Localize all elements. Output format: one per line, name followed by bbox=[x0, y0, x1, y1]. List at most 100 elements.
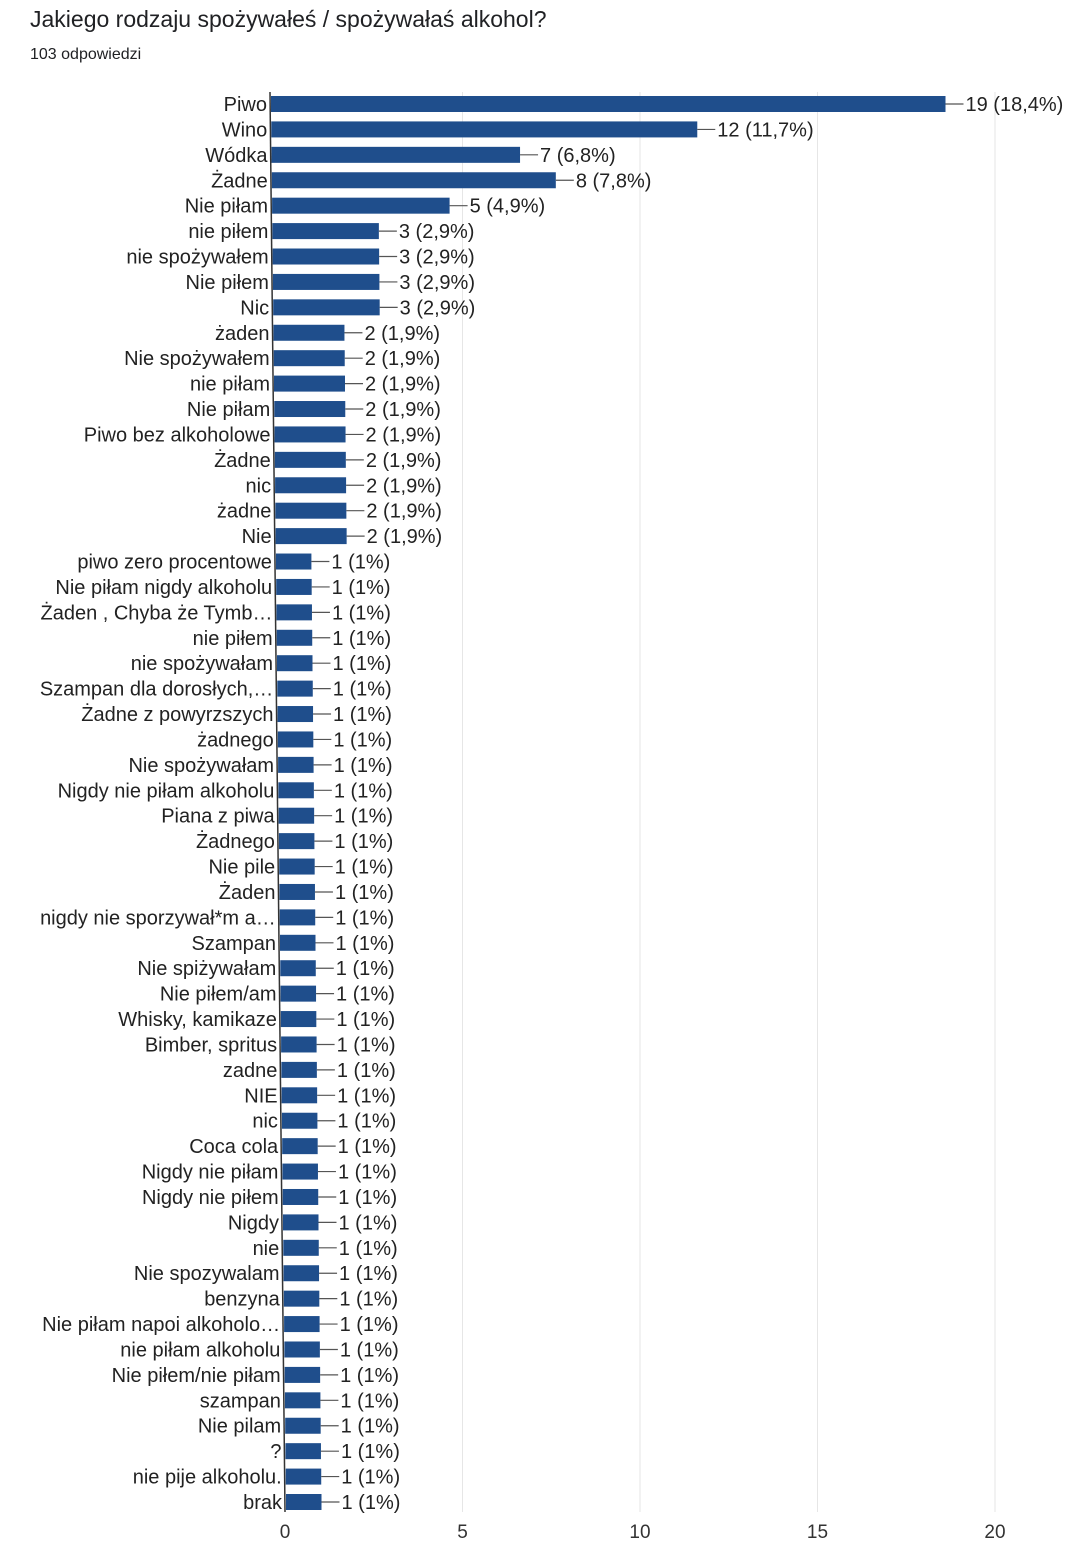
value-label: 1 (1%) bbox=[334, 806, 393, 828]
value-label: 1 (1%) bbox=[333, 653, 392, 675]
value-label: 1 (1%) bbox=[339, 1212, 398, 1234]
bar bbox=[271, 121, 698, 138]
bar bbox=[284, 1392, 321, 1409]
category-label: benzyna bbox=[204, 1289, 280, 1311]
category-label: Bimber, spritus bbox=[145, 1034, 277, 1056]
category-label: Nie spożywałem bbox=[124, 348, 270, 370]
value-label: 2 (1,9%) bbox=[364, 323, 440, 345]
x-tick-label: 15 bbox=[807, 1522, 828, 1543]
category-label: Żaden , Chyba że Tymb… bbox=[40, 601, 272, 624]
bar bbox=[281, 1036, 317, 1053]
bar bbox=[271, 146, 521, 163]
value-label: 1 (1%) bbox=[332, 577, 391, 599]
category-label: Piwo bez alkoholowe bbox=[84, 424, 271, 446]
value-label: 1 (1%) bbox=[335, 907, 394, 929]
value-label: 1 (1%) bbox=[333, 704, 392, 726]
category-label: brak bbox=[243, 1492, 283, 1514]
category-label: Nigdy nie piłem bbox=[142, 1187, 279, 1209]
bar bbox=[282, 1163, 318, 1180]
value-label: 1 (1%) bbox=[333, 679, 392, 701]
category-label: Żadnego bbox=[196, 830, 275, 853]
bar bbox=[273, 350, 345, 367]
category-label: Nie piłem/nie piłam bbox=[112, 1365, 281, 1387]
value-label: 19 (18,4%) bbox=[966, 94, 1064, 116]
bar bbox=[283, 1214, 319, 1231]
category-label: nic bbox=[252, 1111, 278, 1133]
category-label: Szampan bbox=[192, 933, 277, 955]
value-label: 1 (1%) bbox=[336, 958, 395, 980]
category-label: szampan bbox=[200, 1390, 281, 1412]
bar bbox=[274, 426, 346, 443]
value-label: 2 (1,9%) bbox=[366, 424, 442, 446]
bar bbox=[272, 248, 380, 265]
category-label: Nie spożywałam bbox=[128, 755, 274, 777]
bar bbox=[274, 401, 346, 418]
bar bbox=[281, 1061, 317, 1078]
category-label: Żaden bbox=[219, 881, 276, 904]
y-axis-line bbox=[269, 91, 286, 1513]
value-label: 2 (1,9%) bbox=[367, 526, 443, 548]
value-label: 1 (1%) bbox=[337, 1085, 396, 1107]
category-label: Whisky, kamikaze bbox=[118, 1009, 277, 1031]
value-label: 2 (1,9%) bbox=[366, 450, 442, 472]
bar bbox=[271, 172, 556, 189]
bar bbox=[282, 1138, 318, 1155]
value-label: 3 (2,9%) bbox=[400, 297, 476, 319]
category-label: Żadne bbox=[214, 449, 271, 472]
category-label: Nie spiżywałam bbox=[137, 958, 276, 980]
value-label: 1 (1%) bbox=[342, 1492, 401, 1514]
value-label: 1 (1%) bbox=[341, 1441, 400, 1463]
category-label: żadnego bbox=[197, 729, 274, 751]
category-label: żaden bbox=[215, 323, 270, 345]
category-label: Nie piłem bbox=[186, 272, 269, 294]
value-label: 1 (1%) bbox=[337, 1034, 396, 1056]
value-label: 1 (1%) bbox=[331, 552, 390, 574]
bar bbox=[280, 960, 316, 977]
x-tick-label: 0 bbox=[280, 1522, 291, 1543]
bar bbox=[275, 528, 347, 545]
bar bbox=[277, 655, 313, 672]
category-label: Coca cola bbox=[189, 1136, 279, 1158]
category-label: nigdy nie sporzywał*m a… bbox=[40, 907, 276, 929]
category-label: Piana z piwa bbox=[161, 806, 275, 828]
value-label: 3 (2,9%) bbox=[399, 272, 475, 294]
value-label: 1 (1%) bbox=[338, 1136, 397, 1158]
category-label: Nie bbox=[242, 526, 272, 548]
value-label: 2 (1,9%) bbox=[365, 399, 441, 421]
value-label: 8 (7,8%) bbox=[576, 170, 652, 192]
x-tick-label: 5 bbox=[457, 1522, 468, 1543]
bar bbox=[278, 782, 314, 799]
value-label: 1 (1%) bbox=[337, 1060, 396, 1082]
bar bbox=[272, 273, 380, 290]
bar bbox=[277, 706, 314, 723]
category-label: żadne bbox=[217, 501, 272, 523]
bar bbox=[285, 1468, 322, 1485]
category-label: Nie piłam bbox=[187, 399, 270, 421]
category-label: Nie pile bbox=[208, 857, 275, 879]
bar bbox=[284, 1366, 321, 1383]
value-label: 7 (6,8%) bbox=[540, 145, 616, 167]
value-label: 5 (4,9%) bbox=[470, 196, 546, 218]
value-label: 1 (1%) bbox=[341, 1416, 400, 1438]
value-label: 2 (1,9%) bbox=[366, 475, 442, 497]
bar bbox=[279, 858, 315, 875]
category-label: Nie piłam napoi alkoholo… bbox=[42, 1314, 280, 1336]
category-label: Wódka bbox=[205, 145, 268, 167]
bar bbox=[277, 731, 314, 748]
chart-title: Jakiego rodzaju spożywałeś / spożywałaś … bbox=[30, 6, 547, 32]
bar bbox=[285, 1417, 321, 1434]
bar bbox=[284, 1316, 320, 1333]
bar bbox=[280, 934, 316, 951]
bar bbox=[272, 197, 450, 214]
bar bbox=[280, 985, 317, 1002]
value-label: 1 (1%) bbox=[337, 1111, 396, 1133]
bar bbox=[275, 477, 347, 494]
bar bbox=[281, 1112, 318, 1129]
value-label: 3 (2,9%) bbox=[399, 221, 475, 243]
category-label: nie spożywałem bbox=[126, 247, 268, 269]
bar bbox=[276, 629, 313, 646]
bar bbox=[274, 375, 345, 392]
category-label: Nigdy bbox=[228, 1212, 279, 1234]
category-label: Nigdy nie piłam bbox=[142, 1162, 279, 1184]
